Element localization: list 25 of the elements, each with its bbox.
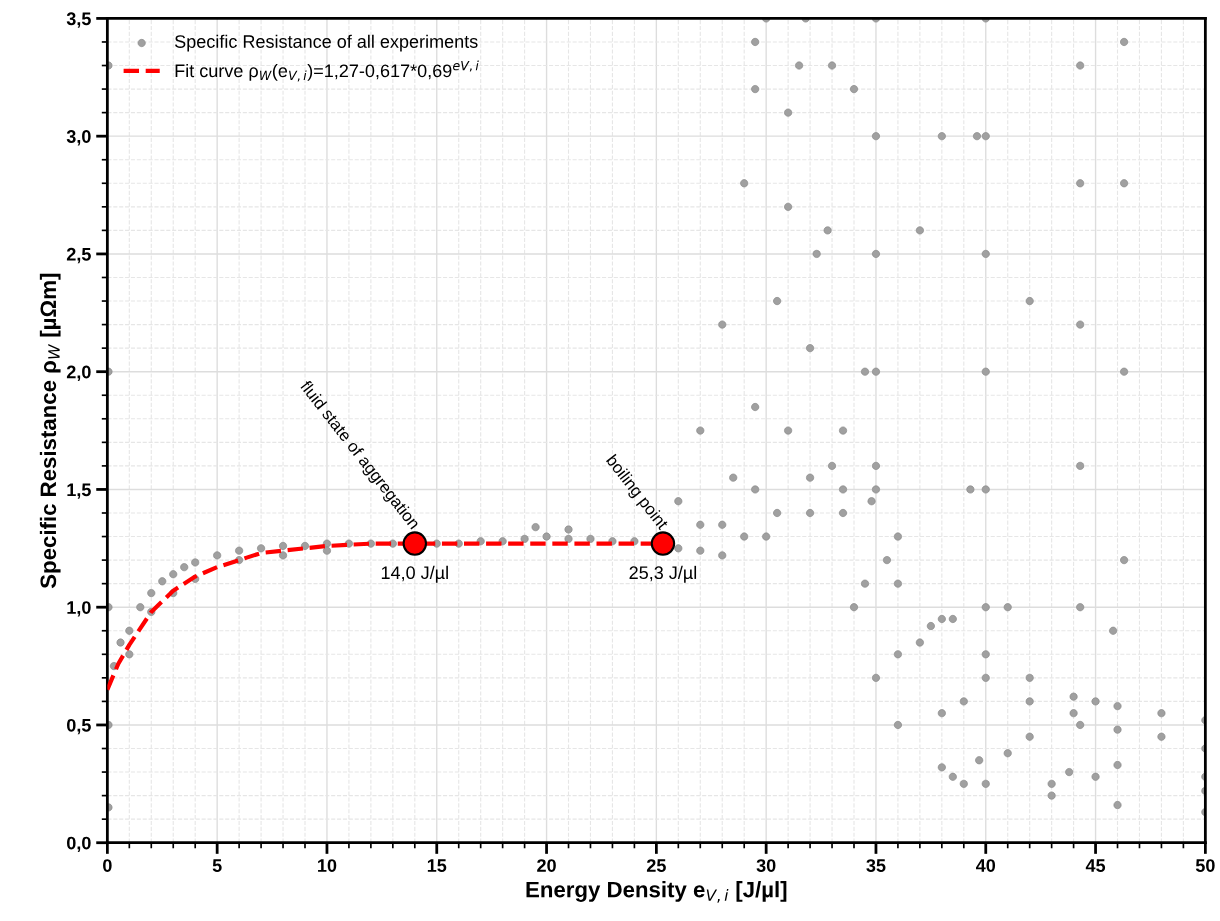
y-tick-label: 3,5 xyxy=(66,12,91,28)
y-tick-label: 1,5 xyxy=(67,483,91,499)
x-tick-label: 25 xyxy=(646,859,666,872)
x-tick-label: 45 xyxy=(1085,859,1106,872)
y-tick-label: 0,0 xyxy=(67,836,91,853)
x-tick-label: 20 xyxy=(537,859,556,872)
annotation: 14,0 J/µl xyxy=(381,565,448,583)
x-tick-label: 35 xyxy=(866,859,886,872)
y-tick-label: 1,0 xyxy=(67,601,91,617)
x-tick-label: 40 xyxy=(975,859,996,872)
annotation: 25,3 J/µl xyxy=(629,565,697,583)
legend-label: Specific Resistance of all experiments xyxy=(174,34,478,52)
y-axis-title: Specific Resistance ρ$_{W}$ [µΩm] xyxy=(39,273,61,589)
x-tick-label: 50 xyxy=(1195,859,1215,872)
x-tick-label: 5 xyxy=(212,859,222,872)
y-tick-label: 0,5 xyxy=(67,718,91,735)
x-tick-label: 15 xyxy=(427,859,447,872)
y-tick-label: 2,0 xyxy=(66,365,91,382)
x-axis-title: Energy Density e$_{V,i}$ [J/µl] xyxy=(526,881,787,903)
x-tick-label: 0 xyxy=(103,859,112,872)
x-tick-label: 30 xyxy=(756,859,776,872)
y-tick-label: 3,0 xyxy=(66,130,91,146)
y-tick-label: 2,5 xyxy=(66,247,91,264)
legend-label: Fit curve ρ$_{W}$(e$_{V,i}$)=1,27-0,617*0,69$^{eV,i}$ xyxy=(175,60,479,82)
x-tick-label: 10 xyxy=(318,859,337,872)
